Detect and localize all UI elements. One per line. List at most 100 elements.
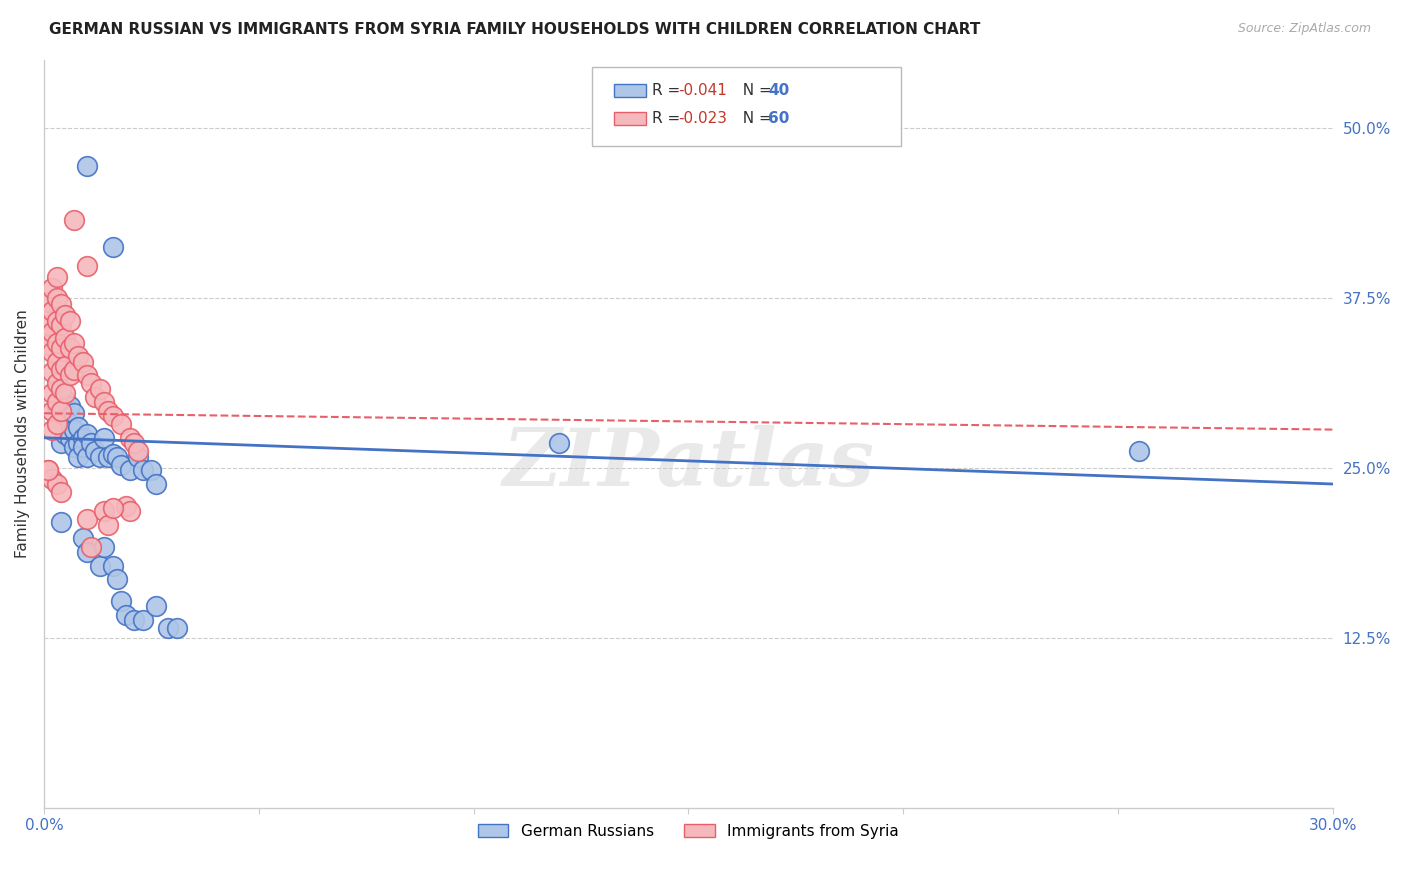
Point bbox=[41, 281, 63, 295]
Point bbox=[59, 431, 82, 445]
Point bbox=[131, 613, 153, 627]
Point bbox=[63, 363, 86, 377]
Point bbox=[114, 607, 136, 622]
Point bbox=[45, 417, 67, 432]
Point bbox=[41, 423, 63, 437]
Point bbox=[67, 420, 90, 434]
Point bbox=[122, 436, 145, 450]
Point bbox=[97, 517, 120, 532]
Point bbox=[114, 499, 136, 513]
Point bbox=[45, 270, 67, 285]
Point bbox=[49, 382, 72, 396]
Point bbox=[49, 515, 72, 529]
Point bbox=[63, 213, 86, 227]
Text: N =: N = bbox=[734, 83, 778, 98]
Text: R =: R = bbox=[652, 112, 685, 126]
Point bbox=[67, 436, 90, 450]
Point bbox=[45, 335, 67, 350]
Point bbox=[101, 240, 124, 254]
Point bbox=[118, 463, 141, 477]
Point bbox=[49, 341, 72, 355]
Point bbox=[97, 450, 120, 464]
Point bbox=[89, 382, 111, 396]
Point bbox=[53, 426, 76, 441]
Point bbox=[49, 318, 72, 332]
Point bbox=[45, 354, 67, 368]
Legend: German Russians, Immigrants from Syria: German Russians, Immigrants from Syria bbox=[472, 818, 905, 845]
Point bbox=[80, 540, 103, 554]
Point bbox=[53, 392, 76, 407]
Point bbox=[41, 403, 63, 417]
Point bbox=[49, 413, 72, 427]
Point bbox=[72, 532, 94, 546]
Point bbox=[41, 325, 63, 339]
Text: N =: N = bbox=[734, 112, 778, 126]
Point bbox=[59, 417, 82, 432]
Point bbox=[118, 431, 141, 445]
Point bbox=[63, 406, 86, 420]
Point bbox=[59, 314, 82, 328]
Text: Source: ZipAtlas.com: Source: ZipAtlas.com bbox=[1237, 22, 1371, 36]
Point bbox=[63, 423, 86, 437]
Point bbox=[157, 621, 180, 635]
Text: -0.023: -0.023 bbox=[678, 112, 727, 126]
Point bbox=[84, 444, 107, 458]
Point bbox=[145, 599, 167, 614]
Text: 60: 60 bbox=[768, 112, 790, 126]
Point bbox=[93, 504, 115, 518]
Point bbox=[110, 458, 132, 472]
Point bbox=[45, 400, 67, 414]
Point bbox=[59, 368, 82, 383]
Point bbox=[63, 440, 86, 454]
Point bbox=[45, 291, 67, 305]
Point bbox=[49, 363, 72, 377]
Point bbox=[89, 558, 111, 573]
Point bbox=[141, 463, 163, 477]
Point bbox=[101, 501, 124, 516]
Point bbox=[118, 504, 141, 518]
Point bbox=[127, 450, 149, 464]
Point bbox=[145, 477, 167, 491]
Point bbox=[105, 572, 128, 586]
Point bbox=[89, 450, 111, 464]
FancyBboxPatch shape bbox=[613, 84, 645, 97]
Point bbox=[59, 341, 82, 355]
Point bbox=[72, 431, 94, 445]
Point bbox=[166, 621, 188, 635]
Point bbox=[41, 304, 63, 318]
Point bbox=[53, 359, 76, 373]
Point bbox=[72, 354, 94, 368]
Point bbox=[76, 450, 98, 464]
Point bbox=[45, 376, 67, 391]
Point bbox=[53, 413, 76, 427]
Point bbox=[63, 335, 86, 350]
Point bbox=[45, 477, 67, 491]
Text: 40: 40 bbox=[768, 83, 790, 98]
Point bbox=[131, 463, 153, 477]
Point bbox=[80, 436, 103, 450]
Point bbox=[53, 385, 76, 400]
Point bbox=[76, 545, 98, 559]
Point bbox=[93, 540, 115, 554]
Point bbox=[101, 447, 124, 461]
Point bbox=[53, 331, 76, 345]
Point bbox=[101, 558, 124, 573]
Point bbox=[41, 472, 63, 486]
Point bbox=[76, 260, 98, 274]
Point bbox=[37, 338, 59, 352]
FancyBboxPatch shape bbox=[592, 67, 901, 145]
Point bbox=[49, 485, 72, 500]
Point bbox=[76, 512, 98, 526]
Point bbox=[122, 613, 145, 627]
Point bbox=[41, 366, 63, 380]
Point bbox=[59, 400, 82, 414]
Point bbox=[110, 417, 132, 432]
Point bbox=[97, 403, 120, 417]
Point bbox=[93, 431, 115, 445]
Point bbox=[80, 376, 103, 391]
Point bbox=[49, 297, 72, 311]
Point bbox=[76, 426, 98, 441]
Point bbox=[76, 159, 98, 173]
Point bbox=[101, 409, 124, 423]
Text: GERMAN RUSSIAN VS IMMIGRANTS FROM SYRIA FAMILY HOUSEHOLDS WITH CHILDREN CORRELAT: GERMAN RUSSIAN VS IMMIGRANTS FROM SYRIA … bbox=[49, 22, 980, 37]
